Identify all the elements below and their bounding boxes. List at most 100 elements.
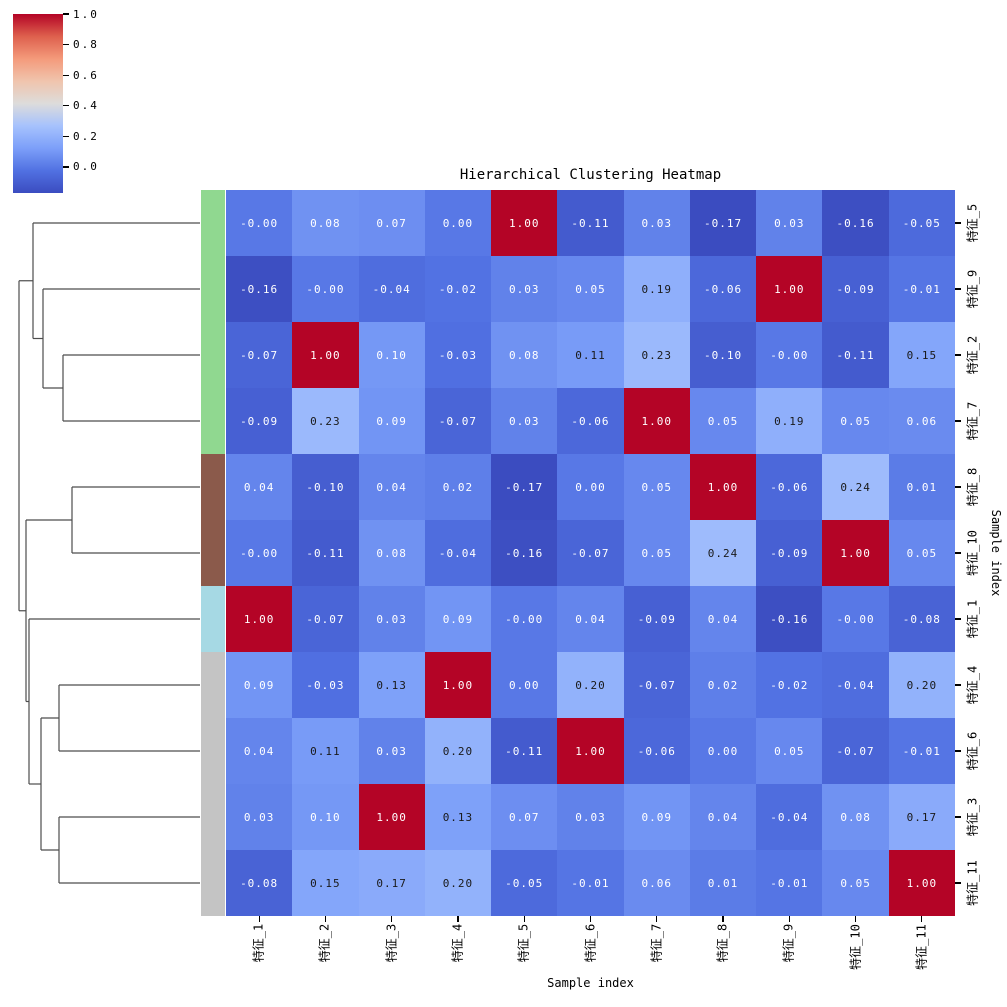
cell-value: -0.10 xyxy=(703,348,743,362)
cell-value: -0.16 xyxy=(505,546,544,560)
cell-value: 0.05 xyxy=(641,480,673,494)
col-label: 特征_4 xyxy=(450,923,465,963)
col-label: 特征_9 xyxy=(781,923,796,963)
heatmap-cell: -0.07 xyxy=(557,520,624,586)
cell-value: -0.09 xyxy=(240,414,279,428)
cell-value: 0.06 xyxy=(641,876,673,890)
heatmap-cell: 0.04 xyxy=(689,784,757,850)
cell-value: 0.05 xyxy=(641,546,673,560)
heatmap-cell: 0.07 xyxy=(358,190,425,256)
cell-value: 0.07 xyxy=(508,810,540,824)
heatmap-cell: 0.02 xyxy=(689,652,757,718)
heatmap-cell: 0.11 xyxy=(557,322,624,388)
row-label: 特征_6 xyxy=(965,731,980,771)
heatmap-cell: 0.19 xyxy=(756,388,823,454)
heatmap-cell: -0.06 xyxy=(756,454,823,520)
cell-value: -0.07 xyxy=(240,348,279,362)
cell-value: -0.00 xyxy=(240,216,279,230)
heatmap-cell: 0.00 xyxy=(491,652,558,718)
heatmap-cell: -0.07 xyxy=(292,586,359,652)
colorbar-tick xyxy=(63,74,69,76)
cell-value: -0.07 xyxy=(836,744,875,758)
cell-value: 0.24 xyxy=(840,480,871,494)
y-axis-tick xyxy=(955,882,961,884)
heatmap-cell: 1.00 xyxy=(756,256,823,322)
x-axis-tick xyxy=(854,916,857,922)
cell-value: -0.01 xyxy=(902,744,941,758)
cell-value: -0.08 xyxy=(902,612,941,626)
heatmap-cell: 0.03 xyxy=(623,190,690,256)
heatmap-cell: -0.07 xyxy=(623,652,690,718)
col-label: 特征_6 xyxy=(583,923,597,963)
row-label: 特征_11 xyxy=(965,860,980,906)
cell-value: 0.04 xyxy=(575,612,606,626)
heatmap-cell: 0.05 xyxy=(822,388,889,454)
cell-value: -0.16 xyxy=(836,216,875,230)
x-axis-tick xyxy=(457,916,459,922)
heatmap-cell: 1.00 xyxy=(226,586,293,652)
cell-value: -0.07 xyxy=(571,546,610,560)
heatmap-cell: 0.04 xyxy=(226,454,293,520)
heatmap-cell: 0.03 xyxy=(491,256,558,322)
col-label: 特征_5 xyxy=(516,923,531,963)
heatmap-cell: 0.13 xyxy=(358,652,425,718)
cell-value: -0.01 xyxy=(902,282,941,296)
heatmap-cell: 1.00 xyxy=(623,388,690,454)
y-axis-tick xyxy=(955,354,961,356)
cell-value: 0.05 xyxy=(840,876,871,890)
heatmap-cell: -0.09 xyxy=(756,520,823,586)
cell-value: 0.06 xyxy=(906,414,938,428)
cell-value: 0.23 xyxy=(310,414,341,428)
heatmap-cell: 0.05 xyxy=(623,454,690,520)
cell-value: -0.07 xyxy=(637,678,676,692)
heatmap-cell: 0.05 xyxy=(822,850,889,916)
cell-value: -0.00 xyxy=(306,282,345,296)
heatmap-cell: -0.00 xyxy=(226,520,293,586)
row-label: 特征_10 xyxy=(965,530,980,576)
cell-value: 0.20 xyxy=(575,678,606,692)
row-label: 特征_7 xyxy=(965,401,980,441)
cell-value: 0.08 xyxy=(508,348,540,362)
col-label: 特征_10 xyxy=(848,924,863,970)
x-axis-tick xyxy=(258,916,260,922)
heatmap-cell: 0.24 xyxy=(689,520,757,586)
heatmap-cell: -0.07 xyxy=(424,388,492,454)
chart-title: Hierarchical Clustering Heatmap xyxy=(459,167,722,183)
heatmap-cell: 0.01 xyxy=(689,850,757,916)
cell-value: 0.15 xyxy=(310,876,341,890)
heatmap-cell: 0.15 xyxy=(888,322,955,388)
col-label: 特征_8 xyxy=(715,923,730,963)
heatmap-cell: 0.08 xyxy=(358,520,425,586)
y-axis-tick xyxy=(955,420,961,422)
row-label: 特征_5 xyxy=(965,203,980,243)
cell-value: -0.00 xyxy=(240,546,279,560)
cell-value: -0.05 xyxy=(505,876,544,890)
heatmap-cell: 0.23 xyxy=(292,388,359,454)
heatmap-cell: -0.11 xyxy=(822,322,889,388)
cell-value: 1.00 xyxy=(310,348,341,362)
cell-value: 0.10 xyxy=(310,810,341,824)
heatmap-cell: -0.00 xyxy=(756,322,823,388)
cell-value: 1.00 xyxy=(840,546,871,560)
cell-value: 0.03 xyxy=(376,612,407,626)
heatmap-cell: 0.09 xyxy=(358,388,425,454)
colorbar-gradient xyxy=(13,14,63,193)
cell-value: 0.05 xyxy=(774,744,805,758)
heatmap-cell: 0.20 xyxy=(557,652,624,718)
row-label: 特征_8 xyxy=(965,467,980,507)
cell-value: 0.00 xyxy=(508,678,540,692)
heatmap-cell: 0.03 xyxy=(491,388,558,454)
heatmap-cell: 0.02 xyxy=(424,454,492,520)
heatmap-cell: 0.05 xyxy=(756,718,823,784)
cell-value: 1.00 xyxy=(575,744,606,758)
col-label: 特征_11 xyxy=(914,924,929,970)
heatmap-cell: 0.20 xyxy=(424,718,492,784)
heatmap-cell: -0.10 xyxy=(292,454,359,520)
cell-value: -0.11 xyxy=(306,546,345,560)
heatmap-cell: 1.00 xyxy=(822,520,889,586)
heatmap-cell: -0.11 xyxy=(557,190,624,256)
heatmap-cell: 0.19 xyxy=(623,256,690,322)
cell-value: 0.01 xyxy=(906,480,938,494)
colorbar-tick-label: 0.2 xyxy=(73,129,99,143)
cell-value: 0.05 xyxy=(707,414,739,428)
